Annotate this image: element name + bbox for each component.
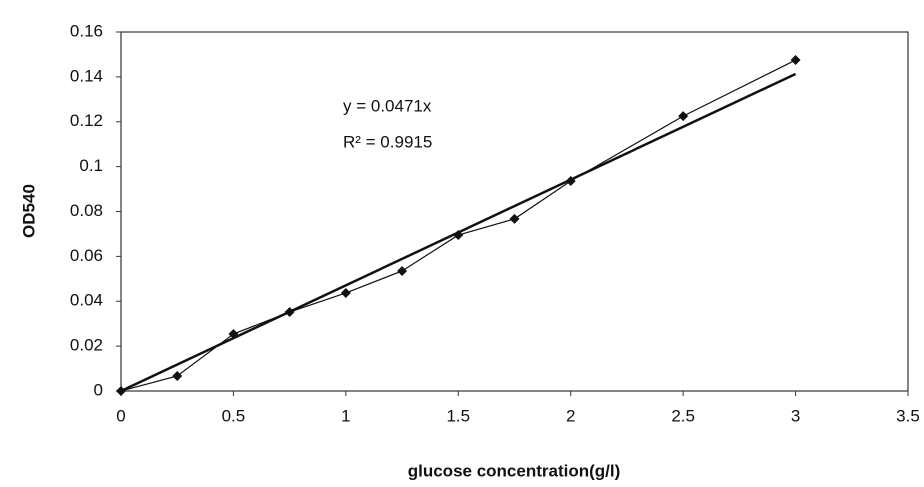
x-axis-title: glucose concentration(g/l)	[408, 461, 621, 480]
y-tick-label: 0	[94, 380, 103, 399]
plot-area	[120, 31, 909, 392]
y-tick-label: 0.1	[79, 156, 103, 175]
y-tick-label: 0.16	[70, 21, 103, 40]
y-tick-label: 0.08	[70, 201, 103, 220]
x-tick-label: 1.5	[446, 406, 470, 425]
data-line	[120, 59, 796, 392]
y-tick-label: 0.14	[70, 66, 103, 85]
x-tick-label: 2	[566, 406, 575, 425]
data-point	[340, 287, 351, 298]
y-tick-label: 0.02	[70, 336, 103, 355]
trend-equation: y = 0.0471x	[343, 96, 432, 115]
y-tick-label: 0.04	[70, 291, 103, 310]
x-tick-label: 3	[791, 406, 800, 425]
x-tick-label: 2.5	[671, 406, 695, 425]
data-point	[509, 213, 520, 224]
x-tick-label: 0	[116, 406, 125, 425]
y-tick-label: 0.12	[70, 111, 103, 130]
data-point	[172, 370, 183, 381]
y-tick-label: 0.06	[70, 246, 103, 265]
data-point	[116, 386, 126, 396]
data-point	[397, 265, 408, 276]
data-point	[284, 307, 295, 318]
x-tick-label: 3.5	[896, 406, 920, 425]
y-axis-title: OD540	[19, 184, 38, 238]
data-point	[453, 230, 464, 241]
data-point	[790, 55, 801, 66]
data-point	[678, 111, 689, 122]
x-tick-label: 0.5	[222, 406, 246, 425]
data-point	[228, 329, 239, 340]
data-point	[565, 175, 576, 186]
trend-r2: R² = 0.9915	[343, 132, 432, 151]
x-tick-label: 1	[341, 406, 350, 425]
